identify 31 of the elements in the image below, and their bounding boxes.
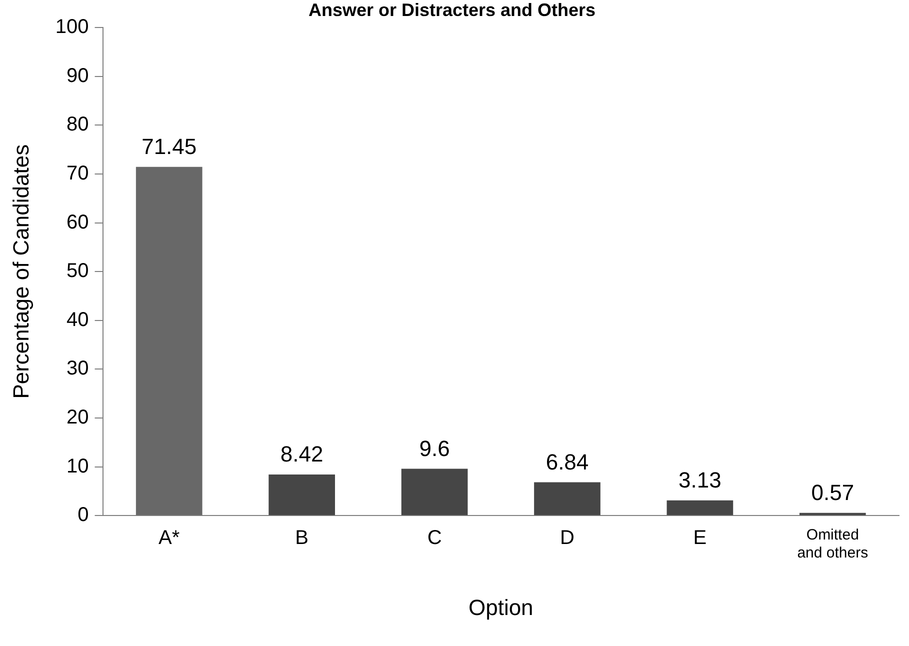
data-label: 3.13	[678, 467, 722, 492]
y-tick-label: 80	[66, 114, 89, 136]
bar	[401, 468, 468, 516]
x-tick-label: Omitted and others	[797, 526, 868, 562]
y-tick-label: 10	[66, 455, 89, 478]
y-tick-label: 100	[55, 16, 89, 38]
x-tick-label: C	[427, 527, 442, 550]
x-tick-label: B	[295, 527, 308, 550]
y-tick-label: 50	[66, 260, 89, 282]
y-tick-label: 0	[78, 504, 89, 526]
chart-title: Answer or Distracters and Others	[308, 0, 596, 20]
y-tick-label: 40	[66, 308, 89, 331]
x-tick-label: D	[560, 527, 574, 550]
data-label: 6.84	[546, 449, 589, 474]
y-tick-label: 30	[66, 358, 89, 380]
x-tick-label: E	[693, 527, 707, 550]
bar	[534, 482, 600, 516]
data-label: 0.57	[811, 480, 854, 505]
data-label: 8.42	[280, 442, 324, 467]
x-axis-title: Option	[468, 594, 534, 620]
y-tick-label: 60	[66, 211, 89, 234]
y-axis-title: Percentage of Candidates	[8, 144, 34, 399]
bar	[136, 166, 202, 516]
y-tick-label: 70	[66, 162, 89, 185]
y-tick-label: 90	[66, 64, 89, 87]
bar	[666, 500, 734, 516]
x-tick-label: A*	[158, 527, 180, 550]
bar	[268, 474, 336, 516]
y-tick-label: 20	[66, 406, 89, 429]
data-label: 71.45	[142, 134, 197, 159]
data-label: 9.6	[419, 436, 450, 461]
